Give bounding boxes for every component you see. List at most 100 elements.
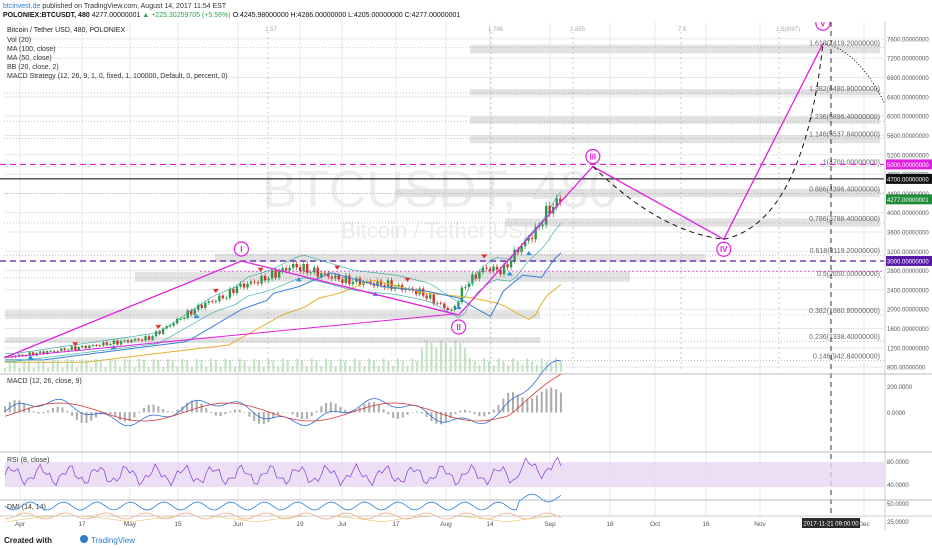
volume-bar [411, 358, 414, 372]
wave-label: IV [720, 245, 728, 254]
dmi-axis-label: 50.0000 [887, 502, 909, 508]
macd-histogram-bar [104, 412, 107, 414]
macd-title: MACD (12, 26, close, 9) [7, 378, 82, 385]
wave-label-circle [233, 241, 250, 257]
macd-histogram-bar [195, 400, 198, 413]
volume-bar [387, 360, 390, 372]
volume-bar [334, 366, 337, 372]
volume-bar [262, 366, 265, 372]
volume-bar [483, 358, 486, 372]
macd-histogram-bar [37, 412, 40, 414]
volume-bar [377, 365, 380, 372]
volume-bar [502, 361, 505, 372]
volume-bar [444, 342, 447, 372]
macd-histogram-bar [492, 409, 495, 413]
macd-histogram-bar [358, 407, 361, 413]
candle-body [414, 290, 418, 295]
volume-bar [368, 358, 371, 372]
volume-bar [526, 358, 529, 372]
volume-bar [420, 347, 423, 372]
candle-body [193, 309, 196, 315]
candle-body [140, 339, 144, 341]
candle-body [130, 340, 133, 343]
wave-label: II [456, 323, 460, 332]
macd-histogram-bar [406, 412, 409, 415]
candle-body [98, 345, 102, 347]
candle-body [323, 273, 326, 275]
macd-histogram-bar [80, 412, 83, 423]
macd-histogram-bar [468, 411, 471, 413]
macd-histogram-bar [13, 400, 16, 413]
macd-histogram-bar [267, 412, 270, 423]
volume-bar [109, 359, 112, 372]
volume-bar [51, 359, 54, 372]
volume-bar [555, 358, 558, 372]
time-axis-label: 15 [174, 521, 182, 528]
macd-histogram-bar [531, 398, 534, 413]
candle-body [225, 297, 228, 299]
candle-body [481, 267, 485, 273]
candle-body [91, 345, 95, 346]
macd-histogram-bar [454, 412, 457, 414]
candle-body [154, 331, 158, 337]
macd-histogram-bar [75, 412, 78, 421]
candle-body [126, 340, 130, 343]
volume-bar [99, 359, 102, 372]
volume-bar [459, 342, 462, 372]
volume-bar [291, 366, 294, 372]
support-zone [5, 310, 540, 319]
candle-body [559, 198, 562, 203]
tradingview-brand[interactable]: TradingView [91, 536, 136, 545]
volume-bar [531, 361, 534, 372]
candle-body [527, 238, 530, 241]
volume-bar [200, 359, 203, 372]
time-axis-label: 18 [606, 521, 614, 528]
volume-bar [248, 366, 251, 372]
macd-histogram-bar [162, 409, 165, 413]
time-axis-label: Oct [650, 521, 660, 528]
macd-histogram-bar [243, 412, 246, 413]
candle-body [228, 288, 232, 298]
volume-bar [401, 360, 404, 372]
volume-bar [507, 365, 510, 372]
macd-histogram-bar [344, 409, 347, 413]
volume-bar [95, 359, 98, 372]
fib-top-label: 1.786 [488, 27, 504, 33]
macd-histogram-bar [219, 412, 222, 417]
buy-arrow [525, 251, 532, 256]
macd-histogram-bar [272, 412, 275, 419]
volume-bar [171, 359, 174, 372]
sell-arrow [212, 288, 219, 293]
author-link[interactable]: btcinvest.de [3, 3, 41, 10]
time-axis-label: May [124, 521, 137, 528]
candles [3, 194, 562, 359]
candle-body [242, 283, 246, 288]
volume-bar [468, 358, 471, 372]
rsi-axis-label: 80.0000 [887, 460, 909, 466]
candle-body [84, 345, 88, 348]
volume-bar [550, 364, 553, 372]
wave-label-circle [815, 22, 831, 31]
candle-body [158, 331, 161, 334]
volume-bar [372, 360, 375, 372]
support-zone [215, 253, 705, 262]
sell-arrow [72, 342, 79, 347]
volume-bar [119, 367, 122, 372]
macd-histogram-bar [119, 412, 122, 420]
candle-body [147, 336, 151, 340]
price-tick-label: 6000.00000000 [887, 115, 929, 121]
volume-bar [186, 359, 189, 372]
volume-bar [61, 367, 64, 372]
fib-label: 1.236(5896.40000000) [809, 114, 880, 121]
volume-bar [66, 359, 69, 372]
price-tick-label: 3600.00000000 [887, 231, 929, 237]
macd-histogram-bar [4, 406, 6, 413]
macd-histogram-bar [516, 394, 519, 413]
macd-histogram-bar [138, 412, 141, 414]
candle-body [274, 270, 277, 278]
candle-body [499, 269, 502, 275]
candle-body [63, 348, 66, 351]
macd-histogram-bar [559, 392, 562, 413]
macd-histogram-bar [315, 410, 318, 413]
